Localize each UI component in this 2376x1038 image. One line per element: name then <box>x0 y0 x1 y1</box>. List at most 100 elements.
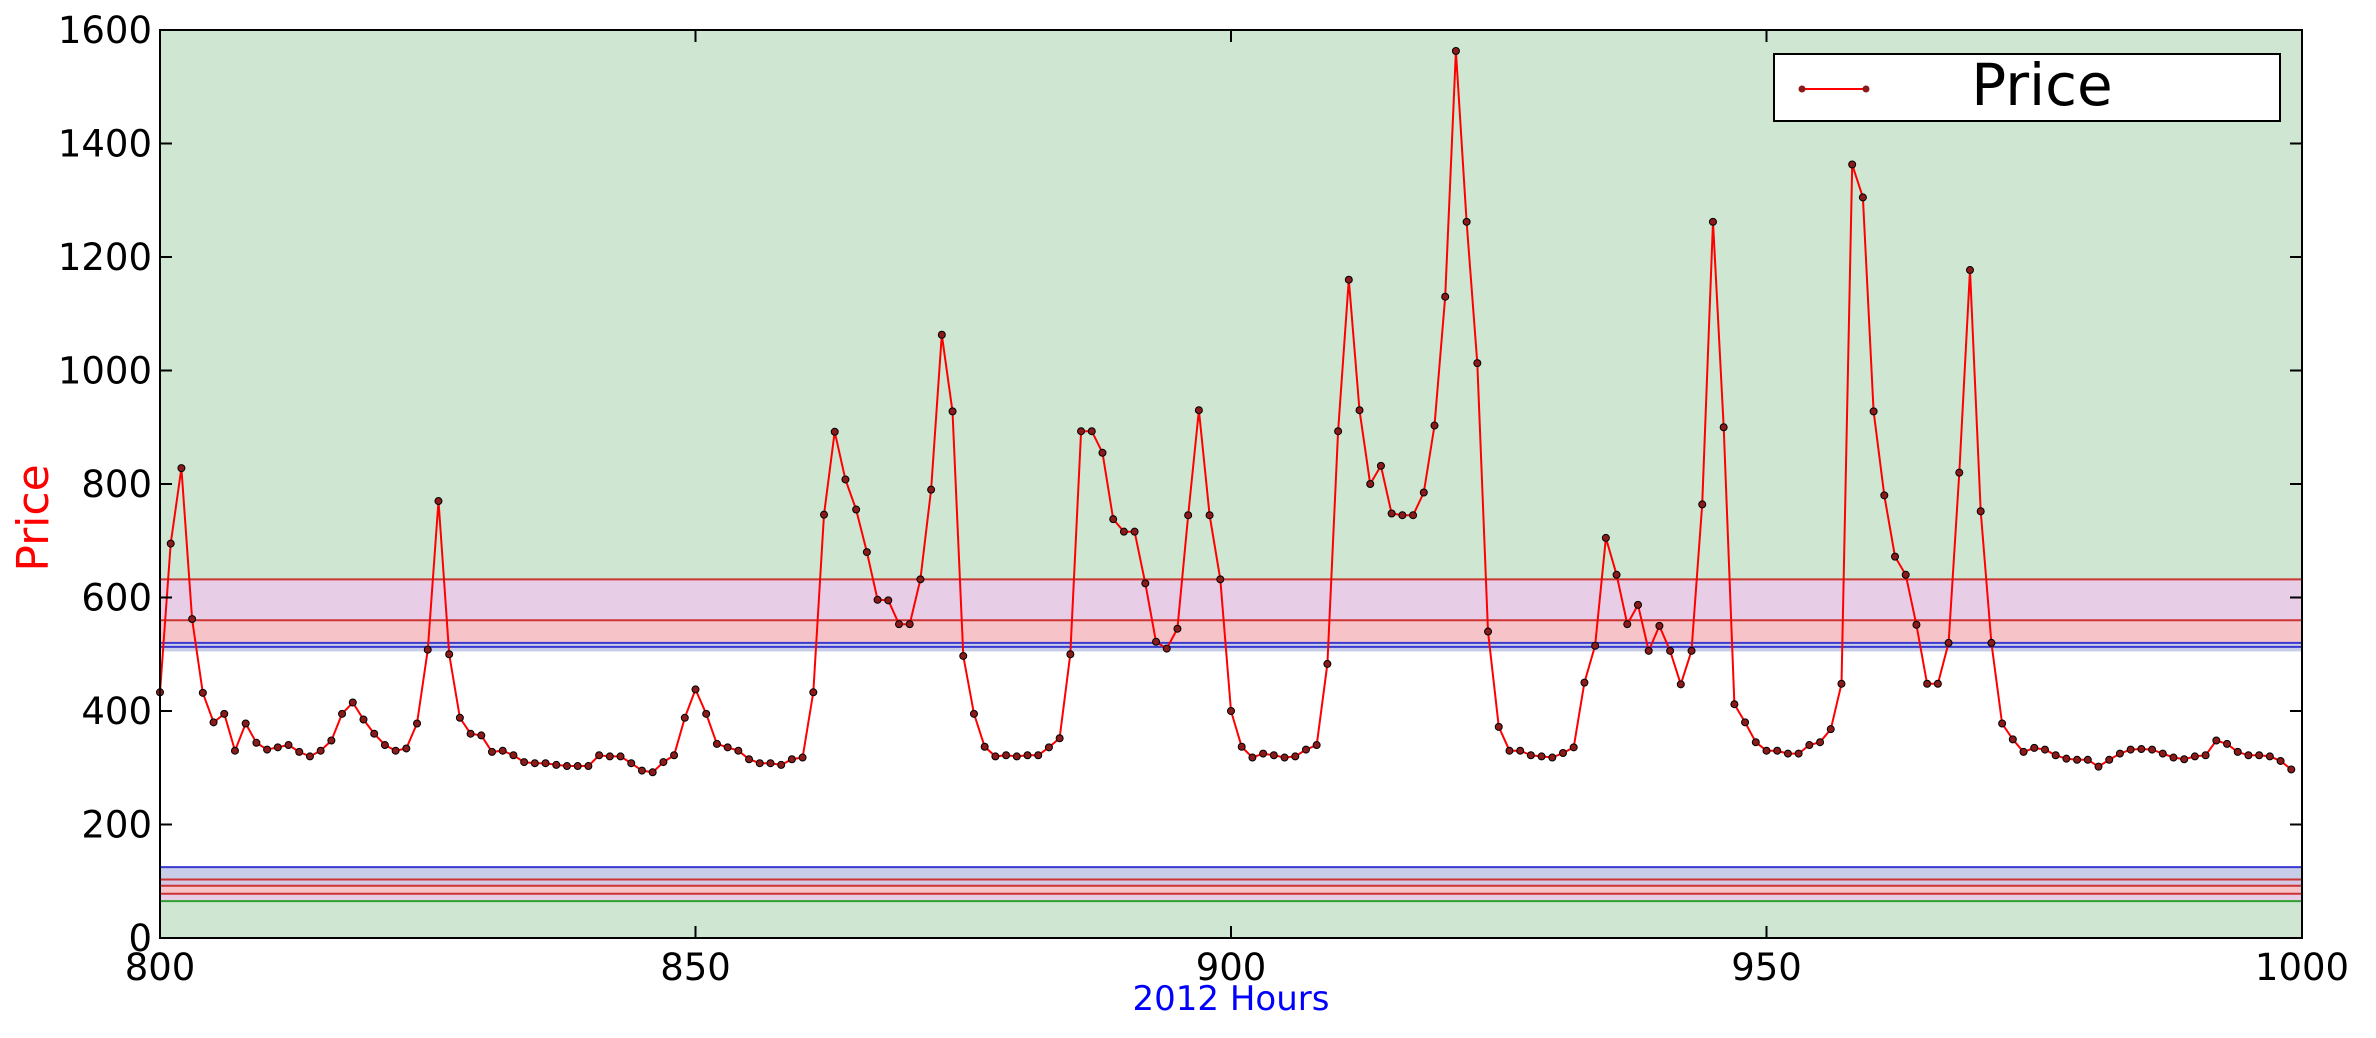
data-point <box>1730 700 1739 709</box>
data-point <box>1526 751 1535 760</box>
data-point <box>1141 579 1150 588</box>
data-point <box>1516 746 1525 755</box>
data-point <box>1098 448 1107 457</box>
data-point <box>498 746 507 755</box>
data-point <box>423 645 432 654</box>
data-point <box>1965 266 1974 275</box>
data-point <box>2137 745 2146 754</box>
x-tick-label: 950 <box>1731 946 1802 989</box>
data-point <box>488 747 497 756</box>
data-point <box>1687 646 1696 655</box>
data-point <box>777 760 786 769</box>
data-point <box>1269 751 1278 760</box>
data-point <box>541 759 550 768</box>
band-fill <box>160 620 2302 643</box>
data-point <box>1023 751 1032 760</box>
data-point <box>1741 718 1750 727</box>
data-point <box>273 743 282 752</box>
band-fill <box>160 642 2302 647</box>
data-point <box>969 709 978 718</box>
data-point <box>755 759 764 768</box>
data-point <box>1708 217 1717 226</box>
data-point <box>2180 755 2189 764</box>
data-point <box>1944 638 1953 647</box>
data-point <box>2158 749 2167 758</box>
data-point <box>1451 46 1460 55</box>
data-point <box>670 751 679 760</box>
data-point <box>1387 509 1396 518</box>
data-point <box>1473 359 1482 368</box>
data-point <box>905 620 914 629</box>
data-point <box>1633 600 1642 609</box>
y-tick-label: 1600 <box>58 9 152 52</box>
data-point <box>1848 160 1857 169</box>
data-point <box>1366 480 1375 488</box>
data-point <box>198 688 207 697</box>
data-point <box>712 739 721 748</box>
data-point <box>1055 734 1064 743</box>
data-point <box>445 650 454 659</box>
data-point <box>1119 527 1128 536</box>
y-tick-label: 1200 <box>58 236 152 279</box>
data-point <box>1066 650 1075 659</box>
y-tick-label: 800 <box>81 463 152 506</box>
data-point <box>1644 646 1653 655</box>
data-point <box>1816 738 1825 747</box>
data-point <box>2105 755 2114 764</box>
data-point <box>370 729 379 738</box>
data-point <box>884 596 893 605</box>
data-point <box>862 548 871 557</box>
data-point <box>2190 752 2199 761</box>
data-point <box>1130 527 1139 536</box>
data-point <box>1987 638 1996 647</box>
data-point <box>1323 659 1332 668</box>
data-point <box>991 752 1000 761</box>
data-point <box>455 713 464 722</box>
band-fill <box>160 646 2302 652</box>
data-point <box>2051 751 2060 760</box>
data-point <box>1462 217 1471 226</box>
data-point <box>1601 533 1610 542</box>
data-point <box>1152 637 1161 646</box>
data-point <box>1430 421 1439 430</box>
data-point <box>787 755 796 764</box>
data-point <box>627 759 636 768</box>
data-point <box>284 741 293 750</box>
data-point <box>1109 515 1118 524</box>
data-point <box>2287 765 2296 774</box>
data-point <box>1698 500 1707 509</box>
data-point <box>1312 741 1321 750</box>
data-point <box>616 752 625 761</box>
data-point <box>1976 507 1985 516</box>
data-point <box>2019 747 2028 756</box>
data-point <box>413 719 422 728</box>
data-point <box>841 475 850 484</box>
data-point <box>916 575 925 584</box>
x-tick-label: 850 <box>660 946 731 989</box>
data-point <box>2083 755 2092 764</box>
ticks: 800 850 900 950 1000 0 200 400 600 800 1000 1200 140… <box>58 9 2349 989</box>
data-point <box>466 729 475 738</box>
data-point <box>1194 406 1203 415</box>
band-fill <box>160 885 2302 894</box>
y-tick-label: 600 <box>81 577 152 620</box>
data-point <box>327 736 336 745</box>
data-point <box>1002 751 1011 760</box>
data-point <box>1259 749 1268 758</box>
threshold-bands <box>160 29 2302 938</box>
data-point <box>2062 754 2071 763</box>
legend: Price <box>1773 51 2281 122</box>
data-point <box>1227 707 1235 715</box>
data-point <box>434 497 443 506</box>
y-tick-label: 0 <box>128 917 152 960</box>
data-point <box>1837 679 1846 688</box>
data-point <box>1623 620 1632 629</box>
data-point <box>391 746 400 755</box>
data-point <box>1205 511 1214 520</box>
data-point <box>702 709 711 718</box>
data-point <box>241 719 250 728</box>
data-point <box>1955 468 1964 477</box>
data-point <box>2233 747 2242 756</box>
data-point <box>937 330 946 339</box>
